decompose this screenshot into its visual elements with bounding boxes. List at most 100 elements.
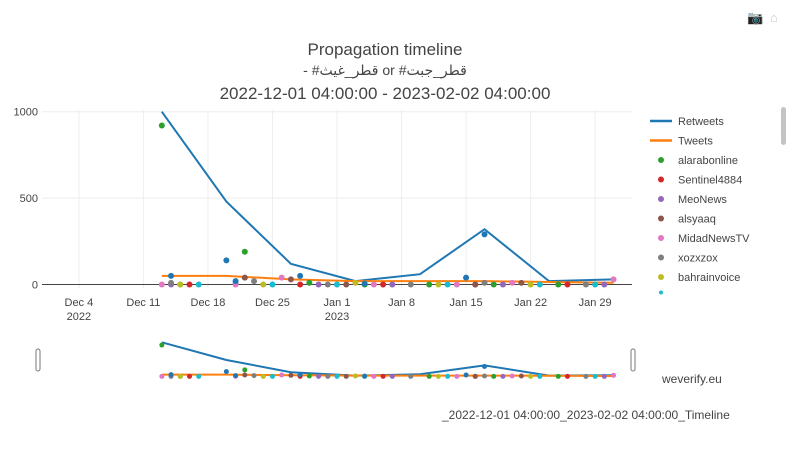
legend-marker-swatch [658, 254, 664, 261]
legend[interactable]: Retweets Tweets alarabonline Sentinel4884 Me… [650, 116, 750, 295]
range-slider[interactable] [35, 341, 636, 379]
data-point-alarabonline [158, 122, 165, 129]
data-point [297, 272, 304, 279]
data-point-bahrainvoice [177, 281, 184, 288]
data-point-midadnewstv [370, 281, 377, 288]
x-tick-label: Dec 11 [126, 297, 160, 309]
mini-data-point [159, 373, 165, 379]
data-point [592, 281, 599, 288]
legend-item[interactable]: alsyaaq [658, 214, 716, 226]
legend-marker-swatch [658, 196, 664, 202]
data-point-alsyaaq [343, 281, 350, 288]
mini-series-line [161, 341, 614, 377]
mini-data-point [500, 373, 506, 379]
legend-marker-swatch [658, 157, 664, 163]
x-tick-label: Jan 8 [388, 297, 415, 309]
x-tick-label: Dec 18 [191, 297, 226, 309]
data-point-alsyaaq [287, 276, 294, 283]
mini-data-point [343, 373, 349, 379]
mini-data-point [371, 373, 377, 379]
data-point-midadnewstv [278, 274, 285, 281]
range-slider-right-handle [630, 348, 636, 372]
y-tick-label: 500 [20, 193, 38, 205]
x-tick-label: Jan 1 [324, 297, 351, 309]
x-axis: Dec 4 2022 Dec 11 Dec 18 Dec 25 Jan 1 2023 Jan … [65, 297, 612, 323]
legend-marker-swatch [659, 290, 663, 295]
y-tick-label: 0 [32, 280, 38, 292]
data-point-sentinel4884 [297, 281, 304, 288]
data-point-bahrainvoice [527, 281, 534, 288]
home-icon[interactable]: ⌂ [770, 10, 778, 25]
legend-item[interactable]: Tweets [650, 136, 713, 148]
data-point [444, 281, 451, 288]
data-point-midadnewstv [509, 279, 516, 286]
y-axis: 0 500 1000 [14, 107, 38, 292]
legend-item-label: xozxzox [678, 253, 718, 265]
data-point [481, 231, 488, 238]
legend-marker-swatch [658, 176, 664, 183]
mini-data-point [334, 373, 340, 379]
legend-item[interactable]: Sentinel4884 [658, 175, 742, 187]
data-point-bahrainvoice [435, 281, 442, 288]
mini-data-point [408, 373, 414, 379]
legend-item[interactable]: MeoNews [658, 194, 727, 206]
mini-data-point [233, 373, 239, 379]
legend-item-label: bahrainvoice [678, 272, 740, 284]
mini-data-point [306, 373, 312, 379]
legend-item[interactable]: bahrainvoice [658, 272, 740, 284]
mini-data-point [518, 373, 524, 379]
legend-item[interactable]: Retweets [650, 116, 724, 128]
mini-data-point [555, 373, 561, 379]
mini-data-point [472, 373, 478, 379]
legend-marker-swatch [658, 235, 664, 241]
data-point-xozxzox [407, 281, 414, 288]
legend-item[interactable]: MidadNewsTV [658, 233, 750, 245]
data-point [223, 257, 230, 264]
legend-marker-swatch [658, 215, 664, 222]
mini-data-point [177, 373, 183, 379]
x-tick-label: Jan 29 [579, 297, 612, 309]
data-point-bahrainvoice [352, 279, 359, 286]
series-points [158, 122, 617, 288]
grid-lines [42, 110, 632, 288]
x-tick-year-label: 2023 [325, 311, 349, 323]
mini-data-point [362, 373, 368, 379]
data-point [195, 281, 202, 288]
mini-data-point [297, 372, 303, 378]
data-point-sentinel4884 [564, 281, 571, 288]
chart-subtitle-range: 2022-12-01 04:00:00 - 2023-02-02 04:00:0… [219, 84, 551, 103]
mini-data-point [223, 369, 229, 375]
brand-label: weverify.eu [662, 372, 722, 386]
mini-data-point [435, 373, 441, 379]
data-point [334, 281, 340, 288]
data-point-midadnewstv [610, 276, 617, 283]
legend-item[interactable]: alarabonline [658, 155, 738, 167]
mini-data-point [269, 373, 275, 379]
mini-data-point [445, 373, 451, 379]
series-line-retweets [160, 111, 614, 283]
mini-data-point [426, 373, 432, 379]
mini-data-point [316, 373, 322, 379]
data-point-midadnewstv [158, 281, 165, 288]
camera-icon[interactable]: 📷 [747, 10, 764, 25]
data-point-midadnewstv [453, 281, 460, 288]
mini-data-point [491, 373, 497, 379]
mini-data-point [509, 373, 515, 379]
mini-data-point [583, 373, 589, 379]
data-point-alarabonline [241, 248, 248, 255]
data-point-meonews [315, 281, 322, 288]
x-tick-label: Dec 25 [255, 297, 290, 309]
data-point-xozxzox [481, 279, 488, 286]
mini-data-point [454, 373, 460, 379]
legend-item-label: Tweets [678, 136, 713, 148]
legend-item[interactable]: xozxzox [658, 253, 718, 265]
mini-data-point [168, 372, 174, 378]
data-point [361, 280, 368, 287]
mini-data-point [463, 372, 469, 378]
data-point [536, 281, 543, 288]
mini-data-point [352, 373, 358, 379]
mini-data-point [482, 363, 487, 369]
mini-data-point [528, 373, 534, 379]
legend-scrollbar[interactable] [781, 107, 786, 145]
data-point-alarabonline [555, 281, 562, 288]
